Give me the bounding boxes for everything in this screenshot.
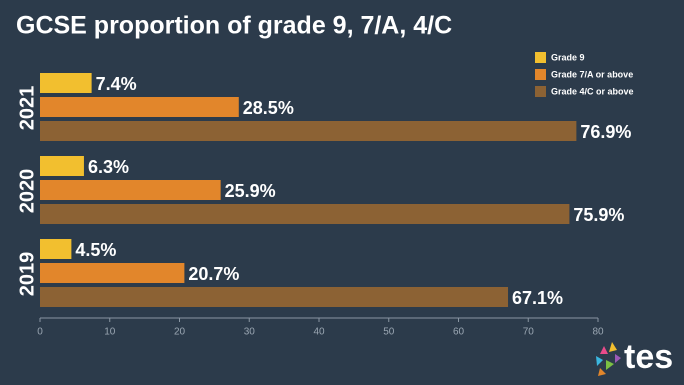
x-tick-label: 70 (523, 327, 535, 338)
x-tick-label: 10 (104, 327, 116, 338)
legend-swatch (535, 69, 546, 80)
x-tick-label: 60 (453, 327, 465, 338)
value-label: 4.5% (75, 240, 116, 260)
bar (40, 239, 72, 259)
value-label: 25.9% (225, 181, 276, 201)
value-label: 28.5% (243, 98, 294, 118)
x-tick-label: 50 (383, 327, 395, 338)
value-label: 75.9% (573, 205, 624, 225)
legend-swatch (535, 52, 546, 63)
chart-title: GCSE proportion of grade 9, 7/A, 4/C (16, 12, 452, 40)
bar (40, 97, 239, 117)
bar (40, 263, 185, 283)
category-label: 2021 (16, 86, 38, 131)
logo-icon (596, 342, 621, 376)
bar (40, 73, 92, 93)
x-tick-label: 80 (592, 327, 604, 338)
value-label: 76.9% (580, 122, 631, 142)
legend-swatch (535, 86, 546, 97)
x-tick-label: 30 (244, 327, 256, 338)
bar (40, 287, 509, 307)
value-label: 7.4% (96, 74, 137, 94)
x-tick-label: 0 (37, 327, 43, 338)
bar (40, 180, 221, 200)
x-tick-label: 20 (174, 327, 186, 338)
bar (40, 156, 84, 176)
category-label: 2020 (16, 169, 38, 214)
bar (40, 204, 570, 224)
x-tick-label: 40 (313, 327, 325, 338)
legend-label: Grade 7/A or above (551, 69, 633, 79)
logo-text: tes (624, 338, 673, 376)
bar (40, 121, 577, 141)
value-label: 67.1% (512, 288, 563, 308)
value-label: 6.3% (88, 157, 129, 177)
category-label: 2019 (16, 252, 38, 297)
legend-label: Grade 4/C or above (551, 86, 634, 96)
value-label: 20.7% (188, 264, 239, 284)
legend-label: Grade 9 (551, 52, 585, 62)
